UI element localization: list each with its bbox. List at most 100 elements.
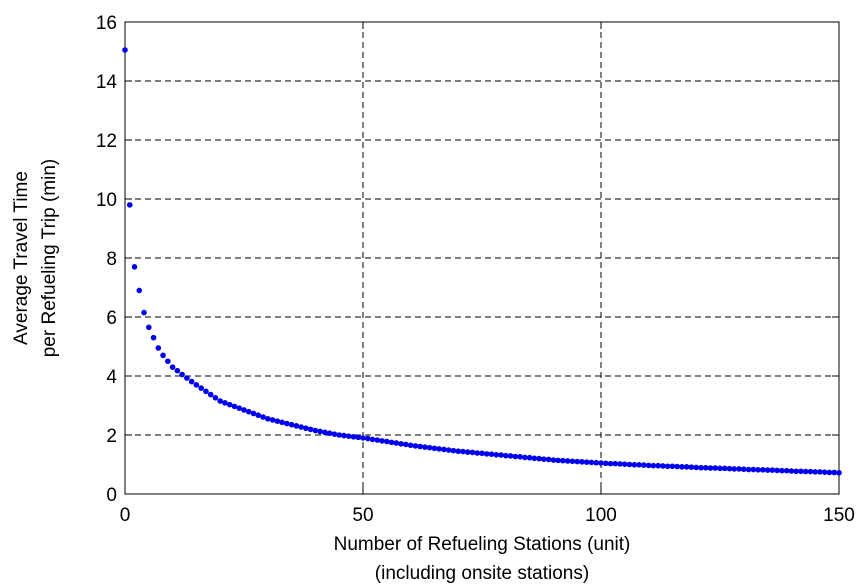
- point: [631, 461, 638, 468]
- point: [545, 456, 552, 463]
- point: [455, 448, 462, 455]
- point: [341, 432, 347, 439]
- x-tick-label: 150: [823, 505, 855, 526]
- point: [212, 395, 219, 401]
- point: [741, 466, 747, 473]
- x-tick-label: 50: [352, 505, 373, 526]
- point: [226, 401, 233, 408]
- point: [574, 458, 580, 465]
- point: [764, 467, 771, 473]
- y-tick-label: 14: [96, 72, 118, 93]
- point: [607, 460, 614, 467]
- point: [331, 431, 338, 437]
- point: [317, 428, 323, 435]
- point: [431, 445, 438, 452]
- point: [345, 433, 352, 439]
- point: [417, 443, 423, 450]
- point: [726, 465, 733, 472]
- y-tick-label: 8: [106, 249, 117, 270]
- point: [541, 456, 547, 462]
- y-tick-label: 0: [106, 485, 117, 506]
- point: [674, 463, 680, 470]
- y-axis-label: per Refueling Trip (min): [39, 159, 60, 358]
- point: [236, 405, 243, 411]
- point: [250, 410, 257, 417]
- point: [626, 461, 633, 468]
- point: [384, 438, 390, 445]
- x-axis-label: (including onsite stations): [375, 563, 589, 584]
- point: [503, 452, 509, 459]
- point: [517, 454, 523, 460]
- point: [260, 414, 266, 420]
- point: [150, 334, 157, 341]
- point: [798, 468, 804, 475]
- point: [364, 435, 371, 442]
- point: [498, 452, 504, 458]
- point: [636, 461, 642, 468]
- point: [379, 438, 385, 444]
- point: [307, 426, 314, 433]
- point: [526, 454, 533, 461]
- point: [617, 461, 623, 467]
- point: [531, 455, 538, 462]
- point: [564, 458, 571, 464]
- point: [769, 467, 776, 473]
- point: [193, 382, 200, 388]
- point: [793, 468, 799, 475]
- point: [641, 462, 647, 468]
- point: [736, 466, 742, 472]
- point: [583, 459, 590, 465]
- point: [393, 440, 400, 446]
- point: [683, 464, 690, 470]
- point: [579, 459, 585, 465]
- point: [721, 465, 728, 472]
- point: [160, 352, 166, 359]
- point: [669, 463, 676, 470]
- point: [131, 264, 138, 270]
- point: [664, 463, 671, 470]
- point: [693, 464, 699, 471]
- point: [169, 364, 176, 370]
- point: [783, 467, 790, 474]
- point: [712, 465, 719, 471]
- point: [312, 427, 319, 434]
- point: [460, 448, 466, 455]
- point: [231, 403, 238, 410]
- point: [731, 466, 738, 472]
- point: [464, 449, 471, 455]
- point: [602, 460, 609, 467]
- point: [269, 417, 276, 423]
- point: [412, 443, 419, 449]
- point: [812, 469, 818, 475]
- point: [293, 423, 300, 429]
- point: [322, 429, 328, 436]
- y-tick-label: 12: [96, 131, 117, 152]
- point: [802, 468, 809, 475]
- plot-frame: [124, 21, 840, 495]
- point: [165, 358, 171, 365]
- point: [279, 419, 285, 426]
- point: [146, 324, 152, 331]
- point: [274, 418, 281, 424]
- point: [717, 465, 723, 472]
- point: [555, 457, 561, 464]
- point: [560, 457, 566, 464]
- point: [831, 469, 838, 476]
- point: [483, 451, 490, 457]
- point: [179, 371, 185, 378]
- point: [593, 459, 600, 466]
- point: [298, 424, 304, 430]
- point: [760, 467, 766, 473]
- point: [479, 450, 485, 457]
- point: [203, 388, 209, 395]
- x-axis-label: Number of Refueling Stations (unit): [334, 534, 631, 555]
- x-tick-label: 0: [120, 505, 131, 526]
- point: [207, 391, 214, 398]
- point: [388, 439, 395, 446]
- point: [174, 367, 181, 374]
- point: [122, 47, 128, 53]
- point: [126, 202, 133, 208]
- point: [750, 466, 757, 473]
- point: [441, 446, 447, 453]
